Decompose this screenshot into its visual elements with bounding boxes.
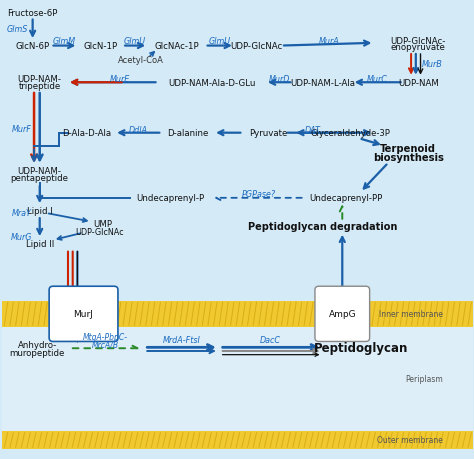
Text: GlmU: GlmU (208, 37, 230, 46)
Text: UDP-NAM-L-Ala: UDP-NAM-L-Ala (290, 78, 355, 88)
Text: MurC: MurC (367, 74, 388, 84)
Text: GlcN-1P: GlcN-1P (84, 42, 118, 51)
Text: DacC: DacC (260, 335, 281, 344)
Text: UDP-NAM-: UDP-NAM- (18, 75, 62, 84)
Text: GlcN-6P: GlcN-6P (16, 42, 50, 51)
Text: Fructose-6P: Fructose-6P (8, 9, 58, 18)
Text: D-Ala-D-Ala: D-Ala-D-Ala (62, 129, 111, 138)
Text: MurJ: MurJ (73, 310, 93, 319)
Text: GlmS: GlmS (7, 25, 28, 34)
Text: Pyruvate: Pyruvate (249, 129, 287, 138)
Text: Undecaprenyl-PP: Undecaprenyl-PP (310, 194, 383, 203)
Text: Terpenoid: Terpenoid (380, 144, 436, 154)
Text: MurA: MurA (319, 37, 340, 46)
Text: MraY: MraY (12, 209, 32, 218)
FancyBboxPatch shape (315, 286, 370, 341)
Bar (2, 1, 474, 301)
Text: MurD: MurD (268, 74, 290, 84)
Text: Anhydro-: Anhydro- (18, 340, 57, 349)
Text: UDP-NAM-: UDP-NAM- (18, 167, 62, 175)
Text: MurF: MurF (12, 124, 32, 133)
Text: pentapeptide: pentapeptide (11, 174, 69, 183)
Text: Lipid I: Lipid I (27, 207, 53, 216)
Text: Periplasm: Periplasm (405, 375, 443, 384)
Text: muropeptide: muropeptide (9, 348, 65, 357)
Text: DdlA: DdlA (129, 125, 148, 134)
Text: Lipid II: Lipid II (26, 240, 54, 249)
Text: UDP-NAM: UDP-NAM (399, 78, 439, 88)
Text: MrcA/B: MrcA/B (92, 339, 119, 348)
Text: Acetyl-CoA: Acetyl-CoA (118, 56, 164, 65)
Text: MurG: MurG (11, 232, 33, 241)
Text: UDP-GlcNAc: UDP-GlcNAc (230, 42, 283, 51)
Text: MurB: MurB (421, 60, 442, 69)
Text: Inner membrane: Inner membrane (379, 310, 443, 319)
Text: MtgA-PbpC-: MtgA-PbpC- (83, 333, 128, 341)
Text: Outer membrane: Outer membrane (377, 436, 443, 444)
Bar (2, 327, 474, 431)
Text: GlmU: GlmU (124, 37, 146, 46)
Bar (2, 301, 474, 327)
FancyBboxPatch shape (49, 286, 118, 341)
Text: Peptidoglycan degradation: Peptidoglycan degradation (248, 222, 397, 232)
Text: Glyceraldehyde-3P: Glyceraldehyde-3P (311, 129, 391, 138)
Text: DAT: DAT (305, 125, 321, 134)
Text: UDP-NAM-Ala-D-GLu: UDP-NAM-Ala-D-GLu (168, 78, 255, 88)
Text: tripeptide: tripeptide (18, 82, 61, 91)
Bar (2, 431, 474, 449)
Text: UDP-GlcNAc-: UDP-GlcNAc- (390, 36, 446, 45)
Text: D-alanine: D-alanine (167, 129, 209, 138)
Text: MrdA-FtsI: MrdA-FtsI (163, 335, 201, 344)
Text: GlcNAc-1P: GlcNAc-1P (154, 42, 199, 51)
Text: UMP: UMP (93, 219, 112, 229)
Text: Peptidoglycan: Peptidoglycan (314, 341, 408, 354)
Text: Undecaprenyl-P: Undecaprenyl-P (137, 194, 205, 203)
Text: UDP-GlcNAc: UDP-GlcNAc (75, 228, 124, 237)
Text: GlmM: GlmM (53, 37, 76, 46)
Text: biosynthesis: biosynthesis (373, 153, 444, 162)
Text: PGPase?: PGPase? (241, 189, 275, 198)
Text: MurE: MurE (109, 74, 130, 84)
Text: enopyruvate: enopyruvate (390, 43, 445, 52)
Text: AmpG: AmpG (328, 310, 356, 319)
